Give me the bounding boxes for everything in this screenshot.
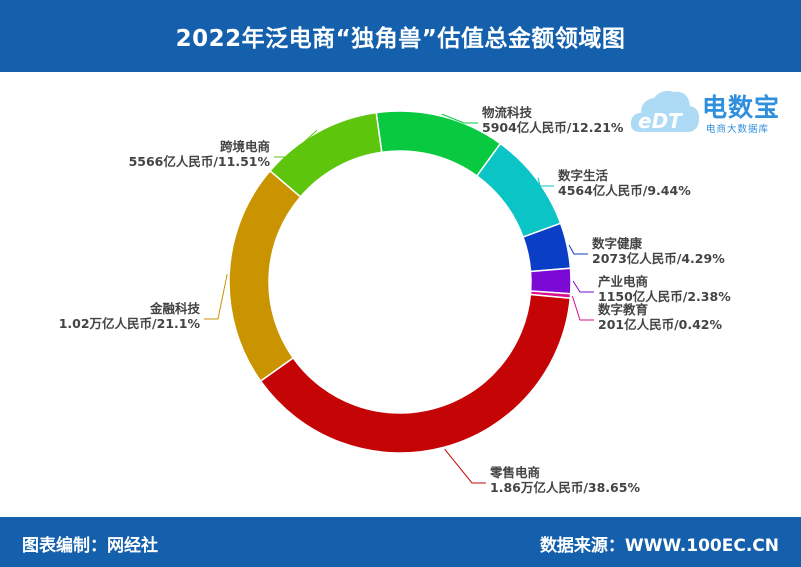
slice-name-label: 零售电商 bbox=[489, 465, 540, 480]
edt-logo: eDT 电数宝 电商大数据库 bbox=[630, 80, 795, 142]
chart-area: 物流科技 5904亿人民币/12.21% 数字生活 4564亿人民币/9.44% 数字健… bbox=[0, 72, 801, 517]
slice-value-label: 2073亿人民币/4.29% bbox=[592, 251, 725, 266]
donut-slice-6 bbox=[259, 293, 572, 454]
slice-value-label: 1.86万亿人民币/38.65% bbox=[490, 480, 640, 495]
slice-name-label: 数字教育 bbox=[597, 302, 649, 317]
donut-slice-7 bbox=[228, 169, 302, 383]
leader-line-6 bbox=[444, 448, 486, 484]
header-bar: 2022年泛电商“独角兽”估值总金额领域图 bbox=[0, 0, 801, 72]
slice-name-label: 金融科技 bbox=[149, 301, 201, 316]
leader-line-1 bbox=[441, 113, 478, 124]
slice-name-label: 产业电商 bbox=[598, 274, 648, 289]
leader-line-8 bbox=[274, 129, 318, 158]
chart-title: 2022年泛电商“独角兽”估值总金额领域图 bbox=[175, 26, 626, 52]
leader-line-2 bbox=[537, 177, 554, 187]
donut-slice-4 bbox=[529, 267, 572, 295]
leader-line-3 bbox=[568, 244, 588, 255]
logo-name: 电数宝 bbox=[702, 93, 781, 122]
slice-name-label: 数字生活 bbox=[557, 168, 609, 183]
cloud-logo-icon: eDT bbox=[630, 90, 700, 133]
slice-value-label: 1150亿人民币/2.38% bbox=[598, 289, 731, 304]
footer-source: 数据来源：WWW.100EC.CN bbox=[539, 536, 779, 556]
footer-bar: 图表编制：网经社 数据来源：WWW.100EC.CN bbox=[0, 517, 801, 567]
donut-slices bbox=[228, 110, 572, 454]
slice-name-label: 数字健康 bbox=[591, 236, 643, 251]
slice-value-label: 201亿人民币/0.42% bbox=[598, 317, 722, 332]
leader-line-5 bbox=[571, 296, 594, 321]
donut-slice-2 bbox=[475, 142, 562, 239]
slice-name-label: 物流科技 bbox=[482, 105, 533, 120]
logo-mark: eDT bbox=[638, 109, 683, 133]
leader-line-7 bbox=[204, 274, 228, 320]
slice-name-label: 跨境电商 bbox=[220, 139, 270, 154]
footer-credit: 图表编制：网经社 bbox=[22, 536, 158, 556]
slice-value-label: 5566亿人民币/11.51% bbox=[129, 154, 271, 169]
slice-value-label: 1.02万亿人民币/21.1% bbox=[59, 316, 201, 331]
donut-slice-8 bbox=[269, 111, 383, 198]
logo-subtitle: 电商大数据库 bbox=[706, 124, 770, 135]
slice-value-label: 5904亿人民币/12.21% bbox=[482, 120, 624, 135]
slice-value-label: 4564亿人民币/9.44% bbox=[558, 183, 691, 198]
leader-line-4 bbox=[572, 280, 594, 293]
